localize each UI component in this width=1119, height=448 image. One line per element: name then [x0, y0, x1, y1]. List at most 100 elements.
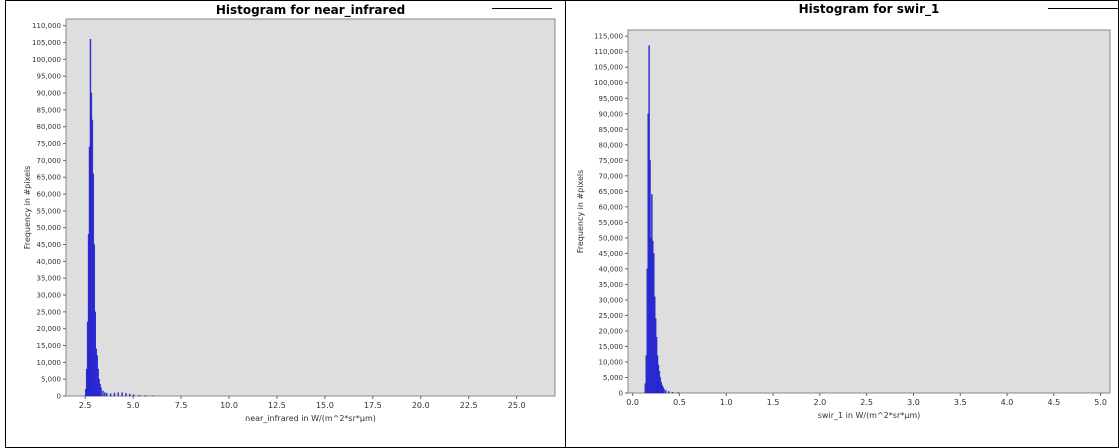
x-tick-label: 3.0: [907, 398, 920, 407]
histogram-bar: [671, 391, 674, 394]
x-tick-label: 2.0: [813, 398, 826, 407]
x-tick-label: 17.5: [364, 401, 382, 410]
histogram-bars: [644, 45, 679, 394]
histogram-bar: [138, 394, 141, 397]
divider-line: [1048, 8, 1119, 9]
x-tick-label: 0.0: [626, 398, 639, 407]
x-tick-label: 20.0: [412, 401, 430, 410]
histogram-bar: [668, 391, 670, 394]
x-tick-label: 4.0: [1001, 398, 1014, 407]
plot-area: [65, 18, 556, 397]
x-tick-label: 4.5: [1047, 398, 1060, 407]
x-tick-label: 1.0: [720, 398, 733, 407]
y-tick-label: 25,000: [37, 308, 62, 316]
x-tick-label: 25.0: [508, 401, 526, 410]
x-tick-label: 5.0: [127, 401, 140, 410]
histogram-chart-swir-1: Histogram for swir_1 0 5,000 10,000 15,000 20…: [576, 2, 1111, 420]
y-tick-label: 110,000: [594, 48, 623, 56]
y-tick-label: 70,000: [37, 157, 62, 165]
y-tick-label: 45,000: [37, 241, 62, 249]
y-tick-label: 55,000: [37, 207, 62, 215]
histogram-panel-near-infrared: Histogram for near_infrared 0 5,000 10,000 1…: [5, 0, 566, 448]
divider-line: [492, 8, 552, 9]
histogram-bar: [117, 392, 119, 397]
y-tick-label: 80,000: [37, 123, 62, 131]
x-tick-label: 3.5: [954, 398, 967, 407]
x-tick-label: 1.5: [767, 398, 780, 407]
y-tick-label: 100,000: [32, 56, 61, 64]
x-tick-label: 22.5: [460, 401, 478, 410]
x-axis-label: near_infrared in W/(m^2*sr*µm): [245, 414, 376, 423]
histogram-bar: [104, 392, 106, 397]
y-tick-label: 35,000: [37, 275, 62, 283]
y-axis-label: Frequency in #pixels: [23, 166, 32, 250]
y-tick-label: 115,000: [594, 33, 623, 41]
y-tick-label: 10,000: [599, 358, 624, 366]
y-tick-label: 35,000: [599, 281, 624, 289]
y-tick-label: 75,000: [599, 157, 624, 165]
y-tick-label: 15,000: [599, 343, 624, 351]
histogram-bar: [109, 393, 112, 397]
y-tick-label: 65,000: [599, 188, 624, 196]
y-tick-label: 5,000: [603, 374, 623, 382]
histogram-bar: [113, 392, 116, 397]
x-tick-label: 10.0: [220, 401, 238, 410]
y-tick-label: 85,000: [37, 106, 62, 114]
x-tick-label: 0.5: [673, 398, 686, 407]
y-tick-label: 105,000: [594, 64, 623, 72]
y-tick-label: 70,000: [599, 172, 624, 180]
histogram-bars: [84, 38, 154, 397]
chart-title: Histogram for swir_1: [799, 2, 940, 17]
y-tick-label: 75,000: [37, 140, 62, 148]
y-tick-label: 65,000: [37, 174, 62, 182]
y-tick-label: 85,000: [599, 126, 624, 134]
x-tick-label: 15.0: [316, 401, 334, 410]
histogram-bar: [102, 390, 104, 397]
x-tick-label: 12.5: [268, 401, 286, 410]
y-tick-label: 95,000: [599, 95, 624, 103]
y-tick-label: 20,000: [37, 325, 62, 333]
histogram-bar: [663, 389, 665, 394]
y-tick-label: 95,000: [37, 73, 62, 81]
histogram-bar: [144, 395, 146, 397]
y-tick-label: 0: [619, 390, 623, 398]
y-tick-label: 60,000: [599, 203, 624, 211]
y-tick-label: 20,000: [599, 327, 624, 335]
histogram-panel-swir-1: Histogram for swir_1 0 5,000 10,000 15,000 20…: [565, 0, 1119, 448]
x-axis-label: swir_1 in W/(m^2*sr*µm): [818, 411, 920, 420]
x-tick-label: 2.5: [860, 398, 873, 407]
x-tick-label: 2.5: [79, 401, 92, 410]
y-tick-label: 100,000: [594, 79, 623, 87]
plot-area: [627, 29, 1111, 394]
y-tick-label: 10,000: [37, 359, 62, 367]
histogram-bar: [665, 390, 667, 394]
y-tick-label: 30,000: [599, 296, 624, 304]
y-axis-label: Frequency in #pixels: [576, 170, 585, 254]
y-tick-label: 15,000: [37, 342, 62, 350]
y-tick-label: 5,000: [41, 376, 61, 384]
y-tick-label: 55,000: [599, 219, 624, 227]
y-tick-label: 50,000: [37, 224, 62, 232]
x-tick-label: 7.5: [175, 401, 188, 410]
y-tick-label: 45,000: [599, 250, 624, 258]
histogram-bar: [129, 393, 131, 397]
chart-title: Histogram for near_infrared: [216, 3, 405, 18]
y-tick-label: 50,000: [599, 234, 624, 242]
histogram-bar: [106, 393, 108, 397]
y-tick-label: 80,000: [599, 141, 624, 149]
histogram-bar: [132, 394, 135, 397]
y-tick-label: 0: [57, 393, 61, 401]
y-tick-label: 40,000: [37, 258, 62, 266]
histogram-chart-near-infrared: Histogram for near_infrared 0 5,000 10,000 1…: [23, 3, 556, 423]
y-tick-label: 110,000: [32, 22, 61, 30]
x-tick-label: 5.0: [1094, 398, 1107, 407]
y-tick-label: 90,000: [37, 90, 62, 98]
y-tick-label: 40,000: [599, 265, 624, 273]
y-tick-label: 105,000: [32, 39, 61, 47]
histogram-bar: [100, 387, 102, 397]
y-tick-label: 30,000: [37, 292, 62, 300]
y-tick-label: 90,000: [599, 110, 624, 118]
histogram-bar: [121, 392, 123, 397]
y-tick-label: 25,000: [599, 312, 624, 320]
y-tick-label: 60,000: [37, 191, 62, 199]
